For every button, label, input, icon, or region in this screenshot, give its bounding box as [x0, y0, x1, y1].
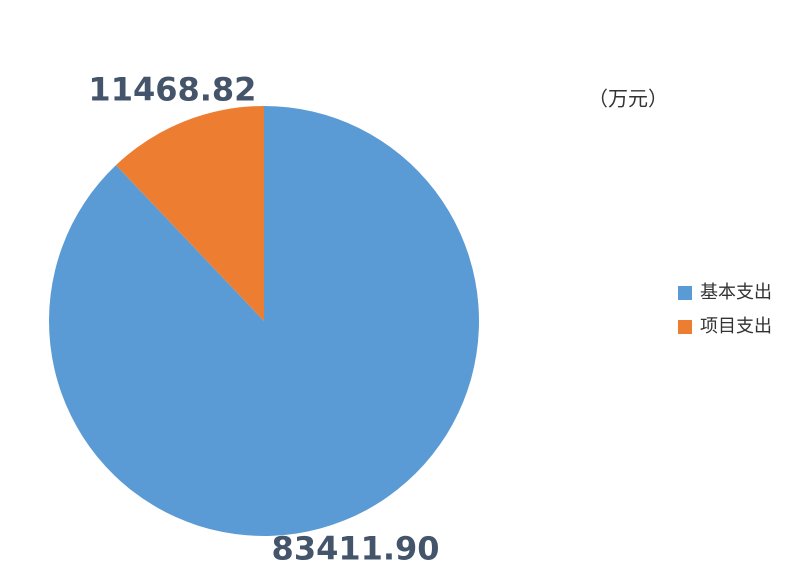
- pie-slice: [115, 106, 264, 321]
- legend-swatch: [678, 286, 692, 300]
- legend-swatch: [678, 320, 692, 334]
- legend-label: 项目支出: [700, 316, 772, 337]
- value-label: 11468.82: [88, 71, 256, 109]
- unit-label: （万元）: [588, 87, 668, 111]
- legend-label: 基本支出: [700, 282, 772, 303]
- value-label: 83411.90: [272, 529, 440, 567]
